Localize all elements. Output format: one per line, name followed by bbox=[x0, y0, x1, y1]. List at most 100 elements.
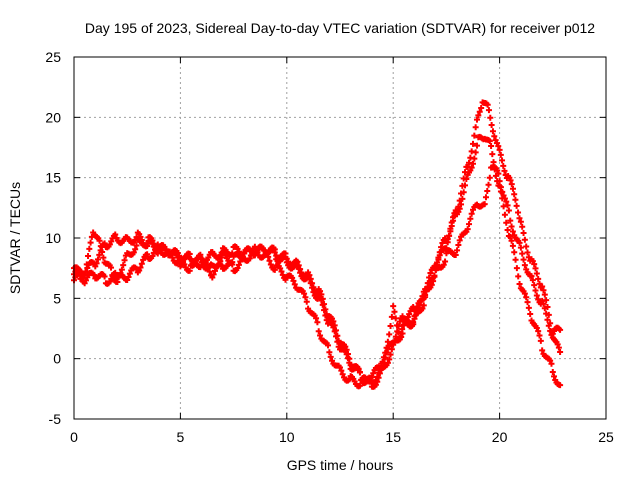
data-point bbox=[557, 348, 564, 355]
data-point bbox=[454, 247, 461, 254]
data-point bbox=[86, 245, 93, 252]
data-point bbox=[234, 264, 241, 271]
data-point bbox=[509, 242, 516, 249]
data-point bbox=[475, 112, 482, 119]
data-point bbox=[520, 229, 527, 236]
x-tick-label: 0 bbox=[70, 429, 78, 445]
data-point bbox=[524, 299, 531, 306]
data-point bbox=[337, 364, 343, 371]
data-point bbox=[206, 268, 213, 275]
data-point bbox=[467, 215, 474, 222]
data-point bbox=[266, 257, 273, 264]
data-point bbox=[120, 262, 127, 269]
data-point bbox=[512, 196, 519, 203]
data-point bbox=[529, 277, 536, 284]
data-point bbox=[458, 190, 465, 197]
data-point bbox=[536, 332, 543, 339]
data-point bbox=[513, 202, 520, 209]
data-point bbox=[176, 258, 183, 265]
data-point bbox=[327, 353, 334, 360]
grid-layer bbox=[74, 57, 606, 419]
data-point bbox=[108, 264, 115, 271]
data-point bbox=[399, 326, 406, 333]
data-point bbox=[197, 254, 204, 261]
data-point bbox=[443, 245, 450, 252]
data-point bbox=[317, 288, 324, 295]
data-point bbox=[215, 261, 222, 268]
data-point bbox=[112, 231, 119, 238]
data-point bbox=[489, 151, 496, 158]
data-point bbox=[391, 308, 398, 315]
data-point bbox=[500, 162, 507, 169]
data-point bbox=[499, 188, 506, 195]
data-point bbox=[390, 341, 397, 348]
data-point bbox=[420, 302, 427, 309]
data-point bbox=[83, 261, 90, 268]
data-point bbox=[484, 101, 491, 108]
data-point bbox=[455, 203, 462, 210]
data-point bbox=[486, 174, 493, 181]
data-point bbox=[302, 294, 309, 301]
data-point bbox=[531, 261, 538, 268]
data-point bbox=[277, 265, 284, 272]
data-point bbox=[481, 201, 488, 208]
data-point bbox=[547, 357, 554, 364]
data-point bbox=[391, 338, 398, 345]
data-point bbox=[356, 382, 363, 389]
data-point bbox=[432, 267, 439, 274]
data-point bbox=[454, 208, 461, 215]
data-point bbox=[209, 274, 216, 281]
data-point bbox=[540, 300, 547, 307]
data-point bbox=[108, 238, 115, 245]
data-point bbox=[427, 269, 434, 276]
data-point bbox=[96, 237, 103, 244]
data-point bbox=[523, 243, 530, 250]
data-point bbox=[303, 298, 310, 305]
data-point bbox=[130, 249, 137, 256]
data-point bbox=[397, 330, 404, 337]
data-point bbox=[384, 338, 391, 345]
data-point bbox=[112, 269, 119, 276]
data-point bbox=[321, 307, 328, 314]
y-tick-label: 5 bbox=[53, 290, 61, 306]
data-point bbox=[471, 132, 478, 139]
data-point bbox=[496, 178, 503, 185]
data-point bbox=[472, 124, 479, 131]
data-point bbox=[532, 265, 539, 272]
data-point bbox=[388, 313, 395, 320]
data-point bbox=[314, 319, 321, 326]
data-point bbox=[444, 239, 451, 246]
data-point bbox=[485, 107, 492, 114]
data-point bbox=[531, 282, 538, 289]
data-point bbox=[543, 297, 550, 304]
data-point bbox=[319, 301, 326, 308]
data-point bbox=[235, 261, 242, 268]
data-point bbox=[507, 217, 514, 224]
data-point bbox=[97, 243, 104, 250]
data-point bbox=[294, 262, 301, 269]
data-point bbox=[154, 247, 161, 254]
data-point bbox=[472, 149, 479, 156]
data-point bbox=[497, 184, 504, 191]
data-point bbox=[435, 256, 442, 263]
data-point bbox=[539, 347, 546, 354]
series-track-a bbox=[71, 133, 564, 390]
data-point bbox=[431, 272, 438, 279]
y-tick-label: 25 bbox=[45, 49, 61, 65]
data-point bbox=[297, 269, 304, 276]
data-point bbox=[496, 146, 503, 153]
data-point bbox=[150, 249, 157, 256]
series-track-c bbox=[71, 99, 564, 387]
data-point bbox=[150, 240, 157, 247]
data-point bbox=[524, 249, 531, 256]
data-point bbox=[520, 256, 527, 263]
data-point bbox=[140, 256, 147, 263]
data-point bbox=[544, 316, 551, 323]
data-point bbox=[386, 331, 393, 338]
data-point bbox=[117, 270, 124, 277]
data-point bbox=[509, 185, 516, 192]
data-point bbox=[521, 236, 528, 243]
data-point bbox=[100, 254, 107, 261]
data-point bbox=[149, 237, 156, 244]
data-point bbox=[282, 254, 289, 261]
